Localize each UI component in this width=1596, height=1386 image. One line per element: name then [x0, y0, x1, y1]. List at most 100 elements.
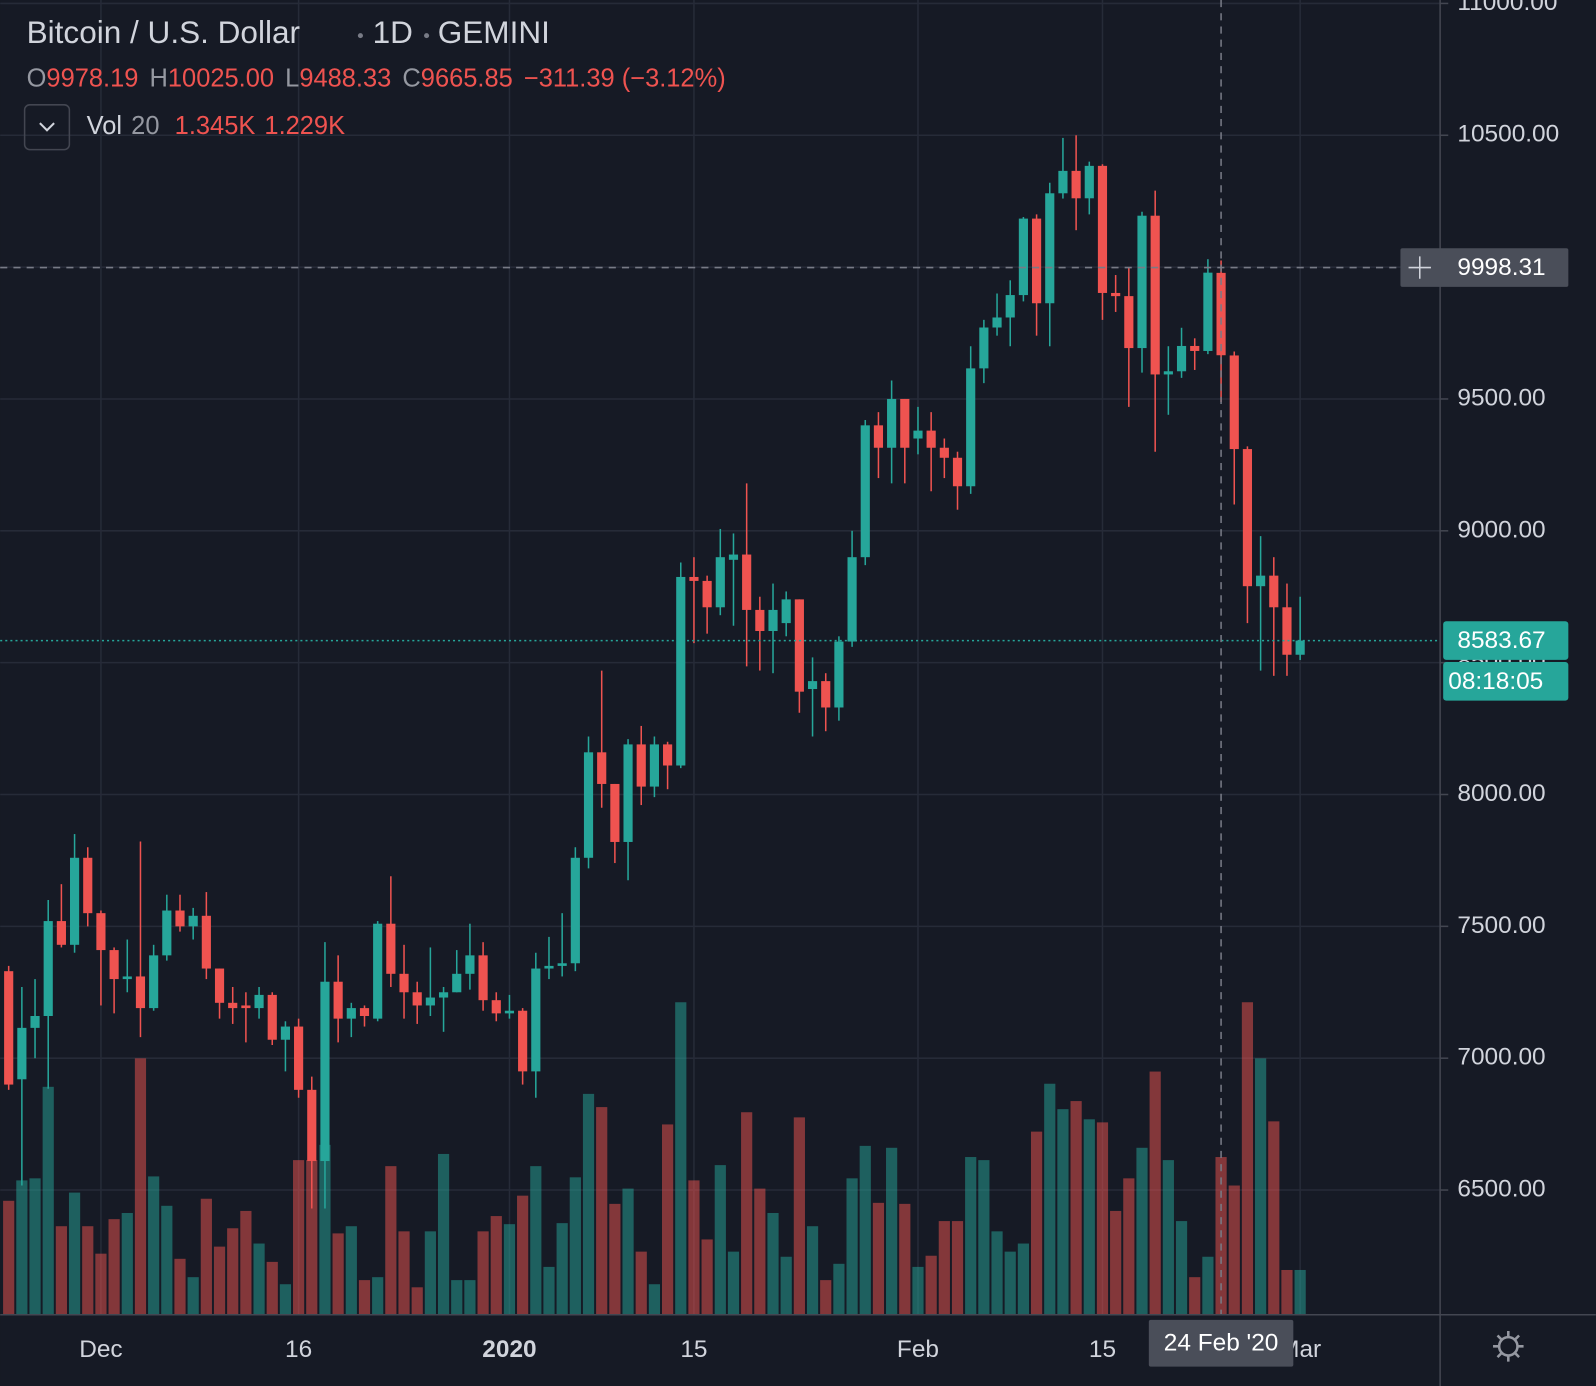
x-tick-label: Dec — [79, 1336, 122, 1363]
volume-bar — [293, 1160, 305, 1315]
volume-bar — [253, 1243, 265, 1315]
volume-bar — [938, 1221, 950, 1315]
separator — [357, 33, 363, 39]
candle-body — [56, 921, 66, 945]
y-tick-label: 9500.00 — [1457, 384, 1545, 411]
x-tick-label: Feb — [897, 1336, 939, 1363]
candle-body — [4, 971, 14, 1085]
volume-bar — [688, 1180, 700, 1315]
candle-body — [610, 783, 620, 842]
candle-body — [162, 910, 172, 956]
countdown-label: 08:18:05 — [1448, 668, 1543, 695]
volume-layer — [3, 1002, 1306, 1315]
settings-icon[interactable] — [1493, 1331, 1524, 1362]
volume-bar — [345, 1226, 357, 1315]
volume-bar — [661, 1124, 674, 1315]
candle-body — [109, 950, 119, 980]
volume-bar — [464, 1280, 476, 1315]
volume-bar — [886, 1147, 898, 1315]
volume-bar — [1136, 1147, 1148, 1315]
volume-bar — [372, 1277, 384, 1315]
candle-body — [69, 857, 80, 945]
volume-bar — [490, 1216, 502, 1315]
volume-bar — [1294, 1269, 1306, 1315]
last-price-label: 8583.67 — [1457, 627, 1545, 654]
countdown-box — [1443, 661, 1569, 701]
x-tick-label: 16 — [285, 1336, 312, 1363]
overlay-layer — [0, 0, 1441, 1315]
candle-body — [623, 744, 633, 842]
candle-body — [43, 921, 53, 1017]
candle-body — [504, 1010, 515, 1014]
candle-body — [122, 976, 132, 980]
candle-body — [873, 425, 884, 448]
volume-bar — [227, 1228, 239, 1315]
volume-bar — [951, 1221, 964, 1315]
volume-bar — [451, 1280, 463, 1315]
candle-body — [768, 609, 778, 632]
volume-bar — [477, 1231, 489, 1315]
crosshair-price-label: 9998.31 — [1457, 254, 1545, 281]
candle-body — [1269, 575, 1279, 608]
gear-teeth — [1493, 1331, 1524, 1362]
y-tick-label: 9000.00 — [1457, 516, 1545, 543]
candle-body — [1216, 272, 1226, 356]
candle-body — [175, 910, 185, 927]
volume-bar — [16, 1180, 28, 1315]
collapse-button[interactable] — [23, 104, 71, 151]
candle-body — [452, 973, 462, 993]
crosshair-date-box — [1148, 1319, 1294, 1367]
gear-ring — [1497, 1335, 1519, 1357]
candle-body — [149, 955, 159, 1009]
volume-bar — [846, 1178, 858, 1315]
candle-body — [228, 1002, 238, 1009]
volume-bar — [332, 1233, 344, 1315]
volume-bar — [899, 1203, 911, 1315]
y-tick-label: 6500.00 — [1457, 1175, 1545, 1202]
candle-body — [966, 368, 976, 487]
volume-bar — [42, 1086, 54, 1315]
volume-bar — [55, 1226, 67, 1315]
ohlc-value: 9488.33 — [299, 64, 391, 92]
volume-bar — [978, 1160, 990, 1315]
candle-body — [1084, 165, 1094, 199]
change: −311.39 (−3.12%) — [524, 64, 726, 92]
volume-bar — [1044, 1083, 1056, 1315]
volume-bar — [385, 1166, 397, 1315]
volume-name: Vol — [87, 112, 122, 140]
candle-body — [320, 981, 330, 1162]
y-tick-label: 11000.00 — [1457, 0, 1557, 16]
candle-body — [531, 968, 541, 1072]
volume-bar — [108, 1219, 120, 1315]
candle-body — [17, 1027, 27, 1080]
candle-body — [939, 447, 949, 458]
candle-body — [1190, 345, 1200, 351]
candle-body — [346, 1008, 356, 1019]
ohlc-key: L — [285, 64, 299, 92]
volume-bar — [912, 1266, 924, 1315]
volume-bar — [648, 1284, 661, 1315]
volume-legend: Vol 20 1.345K 1.229K — [87, 112, 345, 140]
volume-bar — [793, 1117, 805, 1315]
last-price-box — [1443, 621, 1569, 660]
interval[interactable]: 1D — [373, 14, 413, 50]
volume-bar — [530, 1166, 542, 1315]
candle-body — [491, 1000, 501, 1014]
volume-value: 1.229K — [264, 112, 345, 140]
ohlc-key: O — [27, 64, 47, 92]
y-tick-label: 7000.00 — [1457, 1044, 1545, 1071]
separator — [424, 33, 430, 39]
candle-body — [83, 857, 93, 914]
volume-bar — [3, 1200, 15, 1315]
chevron-icon — [39, 122, 55, 132]
volume-bar — [121, 1212, 133, 1315]
volume-bar — [582, 1093, 595, 1315]
volume-bar — [1202, 1256, 1214, 1315]
volume-bar — [240, 1210, 252, 1315]
candle-body — [1097, 165, 1108, 293]
candle-body — [1124, 296, 1134, 349]
volume-bar — [965, 1157, 977, 1315]
volume-bar — [1110, 1210, 1122, 1315]
candle-body — [979, 327, 989, 369]
